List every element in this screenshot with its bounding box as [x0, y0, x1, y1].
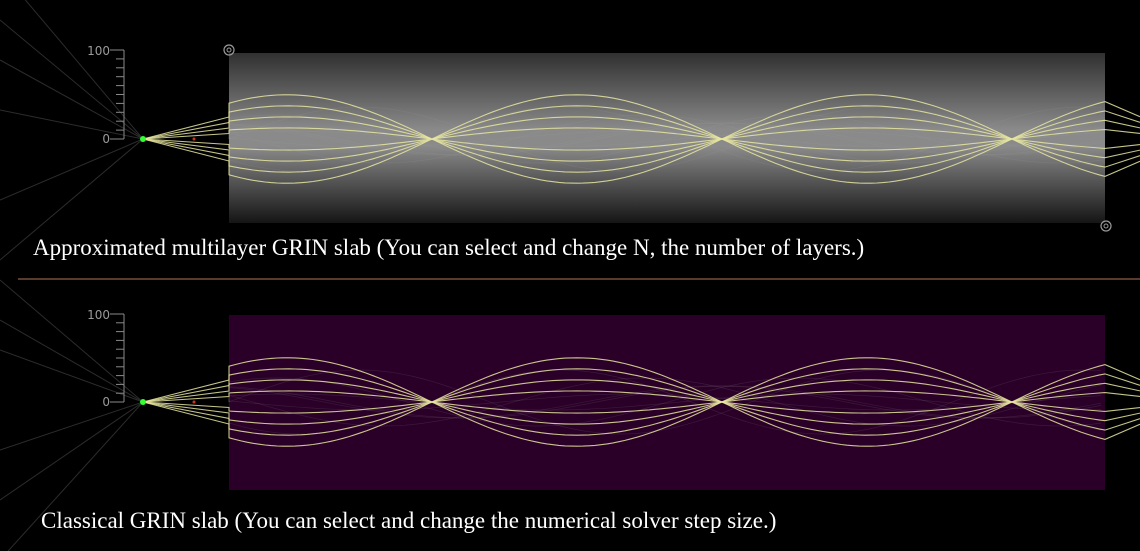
resize-handle-bottom-right[interactable]	[1100, 220, 1112, 232]
source-point[interactable]	[140, 399, 146, 405]
caption-classical: Classical GRIN slab (You can select and …	[41, 508, 777, 533]
ray-bundle-classical	[142, 357, 1140, 447]
y-axis-classical: 100 0	[87, 308, 125, 409]
resize-handle-top-left[interactable]	[223, 44, 235, 56]
axis-tick-label-0: 0	[102, 132, 110, 146]
circle-target-icon	[223, 44, 235, 56]
axis-tick-label-100: 100	[87, 44, 110, 58]
grin-slab-multilayer[interactable]	[229, 53, 1105, 223]
y-axis-multilayer: 100 0	[87, 44, 125, 146]
panel-multilayer: 100 0	[87, 44, 1140, 232]
panel-classical: 100 0	[87, 308, 1140, 490]
circle-target-icon	[1100, 220, 1112, 232]
caption-multilayer: Approximated multilayer GRIN slab (You c…	[33, 235, 865, 260]
axis-tick-label-0: 0	[102, 395, 110, 409]
grin-slab-classical[interactable]	[229, 315, 1105, 490]
ray-bundle-multilayer	[142, 94, 1140, 184]
background-rays	[0, 0, 144, 551]
axis-tick-label-100: 100	[87, 308, 110, 322]
source-point[interactable]	[140, 136, 146, 142]
